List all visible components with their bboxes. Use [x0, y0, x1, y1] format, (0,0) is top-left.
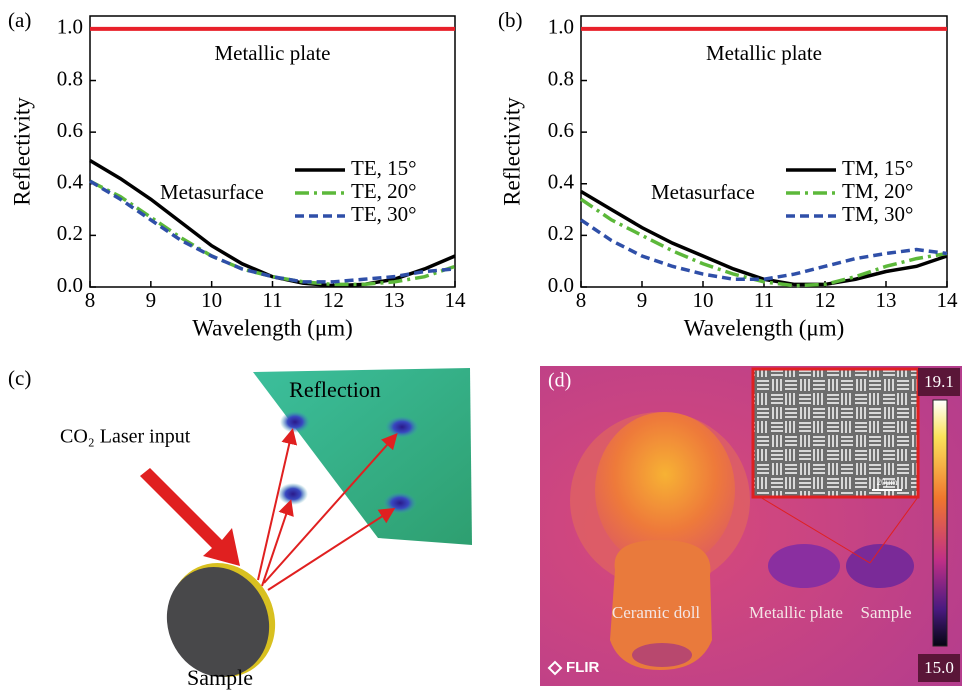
x-tick-label: 14	[445, 288, 467, 312]
metallic-plate	[768, 544, 840, 588]
y-tick-label: 1.0	[57, 15, 83, 39]
sample-label: Sample	[861, 603, 912, 622]
y-axis-label: Reflectivity	[9, 97, 34, 206]
x-tick-label: 14	[937, 288, 959, 312]
x-tick-label: 12	[815, 288, 836, 312]
annotation: Metallic plate	[706, 41, 822, 65]
x-tick-label: 9	[146, 288, 157, 312]
x-tick-label: 10	[201, 288, 222, 312]
figure: (c) Reflection CO₂ Laser input Sample 20…	[0, 0, 967, 690]
spot	[278, 483, 308, 505]
panel-label: (b)	[498, 8, 523, 32]
x-axis-label: Wavelength (μm)	[684, 315, 845, 340]
sample-spot	[846, 544, 914, 588]
legend-label: TE, 20°	[351, 179, 417, 203]
y-tick-label: 0.2	[548, 221, 574, 245]
panel-c: (c) Reflection CO₂ Laser input Sample	[8, 366, 472, 690]
y-tick-label: 0.8	[57, 66, 83, 90]
x-tick-label: 11	[754, 288, 774, 312]
spot	[383, 492, 417, 514]
doll-label: Ceramic doll	[612, 603, 701, 622]
x-tick-label: 11	[262, 288, 282, 312]
doll-base	[632, 643, 692, 667]
panel-label: (a)	[8, 8, 31, 32]
laser-arrow	[140, 468, 240, 566]
x-tick-label: 8	[576, 288, 587, 312]
y-tick-label: 0.2	[57, 221, 83, 245]
sample-label: Sample	[187, 665, 253, 690]
y-tick-label: 0.0	[57, 273, 83, 297]
plate-label: Metallic plate	[749, 603, 843, 622]
y-tick-label: 1.0	[548, 15, 574, 39]
brand: FLIR	[566, 659, 599, 676]
legend-label: TE, 30°	[351, 202, 417, 226]
panel-d: 20μm (d) 19.1 15.0 Ceramic doll Metallic…	[540, 366, 962, 686]
legend-label: TE, 15°	[351, 156, 417, 180]
x-tick-label: 13	[876, 288, 897, 312]
annotation: Metasurface	[160, 180, 264, 204]
y-tick-label: 0.4	[57, 170, 84, 194]
y-axis-label: Reflectivity	[499, 97, 524, 206]
legend-label: TM, 15°	[842, 156, 913, 180]
x-tick-label: 12	[323, 288, 344, 312]
scale-max: 19.1	[924, 372, 954, 391]
annotation: Metallic plate	[214, 41, 330, 65]
laser-label: CO₂ Laser input	[60, 426, 191, 448]
annotation: Metasurface	[651, 180, 755, 204]
reflection-label: Reflection	[289, 377, 381, 402]
y-tick-label: 0.0	[548, 273, 574, 297]
spot	[385, 416, 419, 438]
panel-label: (d)	[548, 370, 571, 392]
y-tick-label: 0.6	[57, 118, 83, 142]
x-tick-label: 8	[85, 288, 96, 312]
spot	[280, 411, 310, 433]
x-axis-label: Wavelength (μm)	[192, 315, 353, 340]
y-tick-label: 0.6	[548, 118, 574, 142]
colorbar	[933, 400, 947, 646]
scale-min: 15.0	[924, 658, 954, 677]
panel-label: (c)	[8, 366, 31, 390]
legend-label: TM, 30°	[842, 202, 913, 226]
x-tick-label: 10	[693, 288, 714, 312]
legend-label: TM, 20°	[842, 179, 913, 203]
scale-bar-label: 20μm	[877, 477, 898, 487]
y-tick-label: 0.4	[548, 170, 575, 194]
x-tick-label: 9	[637, 288, 648, 312]
x-tick-label: 13	[384, 288, 405, 312]
y-tick-label: 0.8	[548, 66, 574, 90]
